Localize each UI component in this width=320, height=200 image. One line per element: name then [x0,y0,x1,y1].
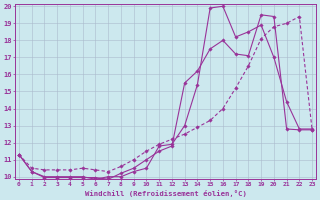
X-axis label: Windchill (Refroidissement éolien,°C): Windchill (Refroidissement éolien,°C) [84,190,246,197]
